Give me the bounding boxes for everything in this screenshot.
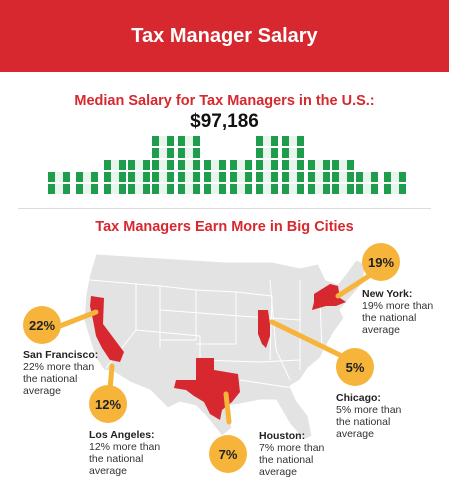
- money-band: [111, 160, 119, 170]
- money-band: [339, 184, 347, 194]
- median-salary-value: $97,186: [190, 111, 259, 132]
- money-band: [339, 160, 347, 170]
- money-band: [315, 160, 323, 170]
- city-desc: average: [259, 466, 297, 478]
- money-band: [83, 172, 91, 182]
- money-band: [237, 184, 245, 194]
- bubble-houston: 7%: [209, 435, 247, 473]
- money-band: [339, 172, 347, 182]
- state-illinois: [258, 310, 270, 348]
- money-band: [159, 148, 167, 158]
- city-new-york: New York: 19% more than the national ave…: [362, 288, 433, 336]
- money-band: [237, 172, 245, 182]
- money-band: [263, 148, 271, 158]
- money-band: [135, 184, 143, 194]
- money-band: [55, 172, 63, 182]
- money-band: [135, 160, 143, 170]
- money-stacks-illustration: [48, 136, 406, 194]
- median-salary-label: Median Salary for Tax Managers in the U.…: [74, 93, 375, 109]
- money-band: [211, 172, 219, 182]
- city-chicago: Chicago: 5% more than the national avera…: [336, 392, 401, 440]
- bubble-new-york: 19%: [362, 243, 400, 281]
- city-desc: the national: [336, 416, 391, 428]
- city-name: Chicago:: [336, 392, 381, 404]
- city-desc: the national: [362, 312, 417, 324]
- city-desc: average: [23, 385, 61, 397]
- city-name: Los Angeles:: [89, 429, 155, 441]
- page-title: Tax Manager Salary: [131, 24, 318, 47]
- city-name: Houston:: [259, 430, 306, 442]
- city-desc: 19% more than: [362, 300, 434, 312]
- city-desc: the national: [259, 454, 314, 466]
- money-band: [289, 184, 297, 194]
- cities-heading: Tax Managers Earn More in Big Cities: [95, 219, 354, 235]
- state-new-york: [312, 284, 346, 310]
- money-band: [83, 184, 91, 194]
- callout-lines: [57, 271, 375, 425]
- state-texas: [174, 358, 240, 420]
- money-band: [315, 184, 323, 194]
- us-map: [57, 253, 375, 441]
- city-desc: the national: [89, 453, 144, 465]
- money-band: [391, 172, 399, 182]
- money-band: [211, 184, 219, 194]
- city-desc: 12% more than: [89, 441, 161, 453]
- money-band: [263, 184, 271, 194]
- money-band: [159, 184, 167, 194]
- money-band: [159, 160, 167, 170]
- bubble-chicago: 5%: [336, 348, 374, 386]
- money-band: [159, 136, 167, 146]
- money-band: [111, 184, 119, 194]
- city-desc: average: [89, 465, 127, 477]
- state-california: [90, 296, 124, 362]
- money-band: [289, 160, 297, 170]
- money-band: [289, 172, 297, 182]
- bubble-san-francisco: 22%: [23, 306, 61, 344]
- money-band: [185, 148, 193, 158]
- state-borders: [89, 279, 323, 391]
- bubble-los-angeles: 12%: [89, 385, 127, 423]
- money-band: [111, 172, 119, 182]
- money-band: [263, 136, 271, 146]
- money-band: [391, 184, 399, 194]
- city-houston: Houston: 7% more than the national avera…: [259, 430, 324, 478]
- city-desc: 7% more than: [259, 442, 325, 454]
- city-los-angeles: Los Angeles: 12% more than the national …: [89, 429, 160, 477]
- header-banner: Tax Manager Salary: [0, 0, 449, 72]
- money-band: [185, 172, 193, 182]
- money-band: [211, 160, 219, 170]
- city-desc: average: [362, 324, 400, 336]
- money-band: [55, 184, 63, 194]
- money-band: [263, 160, 271, 170]
- us-map-outline: [83, 253, 367, 441]
- money-band: [263, 172, 271, 182]
- money-band: [185, 160, 193, 170]
- money-band: [185, 184, 193, 194]
- city-name: New York:: [362, 288, 413, 300]
- city-san-francisco: San Francisco: 22% more than the nationa…: [23, 349, 98, 397]
- city-desc: average: [336, 428, 374, 440]
- money-band: [363, 184, 371, 194]
- money-band: [289, 148, 297, 158]
- city-desc: the national: [23, 373, 78, 385]
- money-band: [135, 172, 143, 182]
- money-band: [185, 136, 193, 146]
- money-band: [237, 160, 245, 170]
- money-band: [289, 136, 297, 146]
- money-band: [315, 172, 323, 182]
- city-desc: 5% more than: [336, 404, 402, 416]
- money-band: [159, 172, 167, 182]
- section-divider: [18, 208, 431, 209]
- city-desc: 22% more than: [23, 361, 95, 373]
- money-band: [363, 172, 371, 182]
- city-name: San Francisco:: [23, 349, 99, 361]
